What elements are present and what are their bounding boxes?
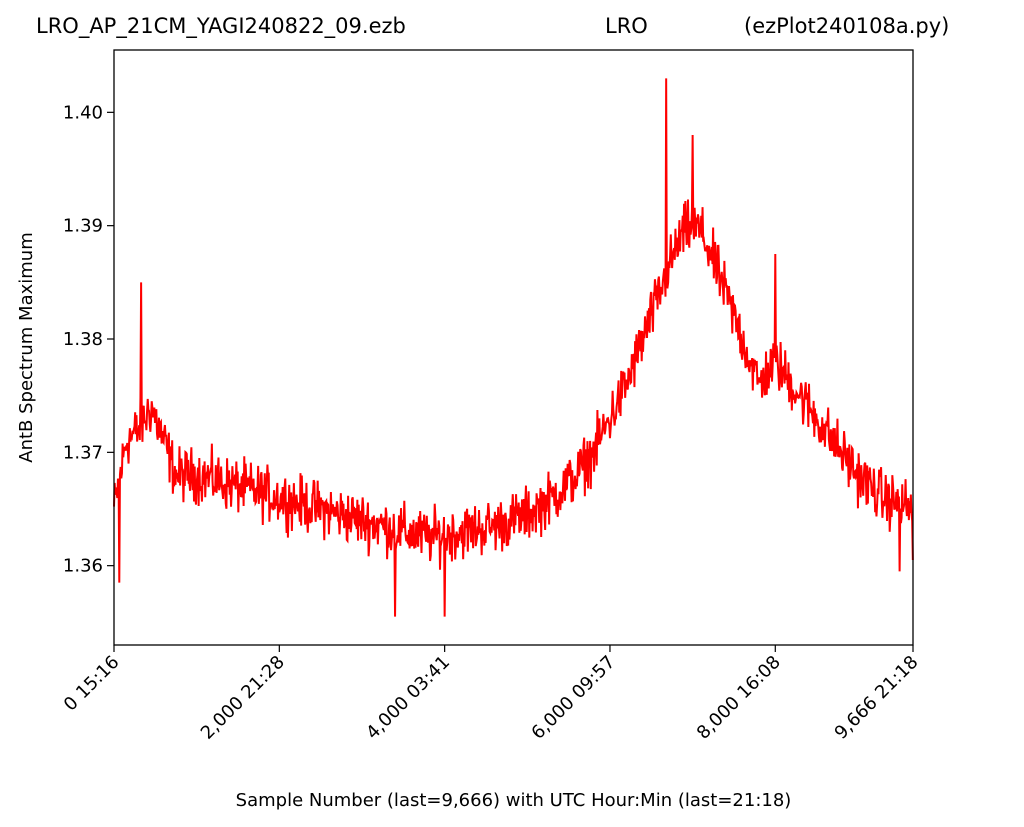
x-axis-label: Sample Number (last=9,666) with UTC Hour… <box>236 790 792 811</box>
y-tick-label: 1.37 <box>63 442 103 463</box>
chart-title-filename: LRO_AP_21CM_YAGI240822_09.ezb <box>36 14 406 38</box>
chart-title-site: LRO <box>605 14 648 38</box>
x-tick-label: 9,666 21:18 <box>831 652 923 744</box>
x-tick-label: 6,000 09:57 <box>527 652 619 744</box>
plot-frame <box>113 49 914 646</box>
y-tick-label: 1.40 <box>63 102 103 123</box>
y-axis: 1.36 1.37 1.38 1.39 1.40 <box>63 102 114 577</box>
y-tick-label: 1.38 <box>63 329 103 350</box>
x-tick-label: 2,000 21:28 <box>197 652 289 744</box>
x-axis: 0 15:16 2,000 21:28 4,000 03:41 6,000 09:57… <box>60 645 923 744</box>
x-tick-label: 4,000 03:41 <box>362 652 454 744</box>
y-tick-label: 1.39 <box>63 216 103 237</box>
chart-title-script: (ezPlot240108a.py) <box>744 14 950 38</box>
plot-layer <box>113 78 914 617</box>
chart-title-row: LRO_AP_21CM_YAGI240822_09.ezb LRO (ezPlo… <box>0 14 1024 44</box>
y-axis-label: AntB Spectrum Maximum <box>16 232 37 462</box>
x-tick-label: 0 15:16 <box>60 652 124 716</box>
x-tick-label: 8,000 16:08 <box>693 652 785 744</box>
y-tick-label: 1.36 <box>63 556 103 577</box>
series-line <box>113 78 914 617</box>
